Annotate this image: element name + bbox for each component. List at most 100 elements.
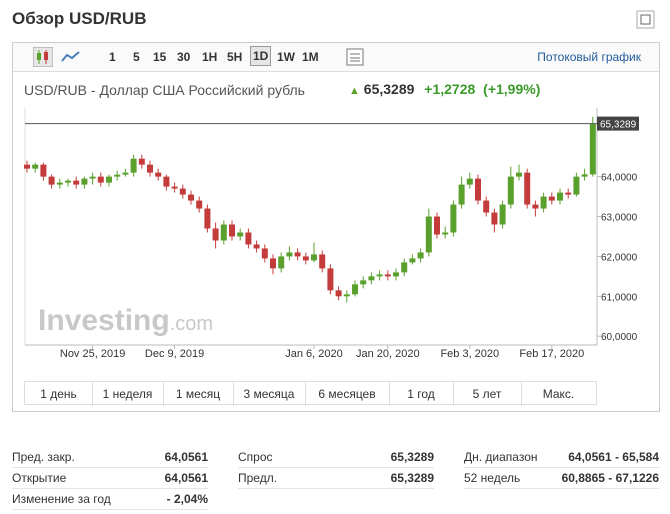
candle-body [466, 178, 473, 185]
x-tick-label: Jan 6, 2020 [285, 348, 343, 360]
candle-body [516, 172, 522, 177]
candle-body [237, 232, 244, 237]
candle-body [540, 196, 547, 209]
candle-body [335, 290, 342, 297]
stat-value: 65,3289 [390, 450, 434, 464]
period-button[interactable]: 1 неделя [92, 382, 164, 406]
interval-button[interactable]: 1D [250, 46, 272, 66]
candle-body [360, 280, 367, 285]
candle-body [393, 272, 399, 277]
candle-body [196, 200, 203, 209]
stat-separator [238, 467, 434, 468]
candle-body [89, 176, 96, 179]
interval-button[interactable]: 1W [277, 50, 295, 64]
candle-body [589, 123, 596, 175]
x-tick-label: Feb 3, 2020 [440, 348, 499, 360]
candle-body [532, 204, 539, 209]
candle-body [384, 274, 391, 277]
period-button[interactable]: 1 месяц [163, 382, 234, 406]
candle-body [343, 294, 350, 297]
stat-value: 64,0561 [164, 450, 208, 464]
candle-body [294, 252, 301, 257]
candle-body [56, 182, 63, 185]
candle-body [204, 208, 211, 229]
candle-body [491, 212, 498, 225]
candle-body [32, 164, 39, 169]
quote-change-percent: (+1,99%) [483, 81, 541, 97]
stat-label: Пред. закр. [12, 450, 75, 464]
interval-button[interactable]: 30 [177, 50, 191, 64]
stat-value: 65,3289 [390, 471, 434, 485]
interval-button[interactable]: 5 [133, 50, 140, 64]
candle-body [442, 232, 449, 235]
candle-body [81, 178, 88, 185]
stat-separator [12, 467, 208, 468]
stat-value: 64,0561 [164, 471, 208, 485]
candle-body [245, 232, 252, 245]
candle-body [319, 254, 326, 269]
y-tick-label: 60,0000 [601, 332, 638, 343]
candle-body [483, 200, 490, 213]
period-button[interactable]: 3 месяца [233, 382, 306, 406]
candle-body [147, 164, 153, 173]
page-title: Обзор USD/RUB [12, 9, 147, 28]
candle-body [352, 284, 358, 295]
y-tick-label: 63,0000 [601, 213, 638, 224]
quote-price: 65,3289 [363, 81, 415, 97]
stat-label: Предл. [238, 471, 278, 485]
stat-label: Изменение за год [12, 492, 111, 506]
candle-body [524, 172, 531, 205]
candle-body [220, 224, 227, 241]
interval-button[interactable]: 1H [202, 50, 218, 64]
candle-body [557, 192, 563, 201]
candle-body [302, 256, 309, 261]
period-button[interactable]: 6 месяцев [305, 382, 390, 406]
candle-body [97, 176, 104, 183]
candle-body [122, 172, 129, 175]
candle-body [65, 180, 71, 183]
stat-separator [464, 467, 659, 468]
x-tick-label: Jan 20, 2020 [356, 348, 420, 360]
candle-body [138, 158, 145, 165]
interval-button[interactable]: 5H [227, 50, 243, 64]
x-tick-label: Nov 25, 2019 [60, 348, 125, 360]
last-price-box [597, 116, 639, 131]
candle-body [499, 204, 506, 225]
streaming-link[interactable]: Потоковый график [537, 50, 641, 64]
stat-label: 52 недель [464, 471, 521, 485]
candle-body [434, 216, 440, 235]
candle-body [425, 216, 432, 253]
candle-body [48, 176, 55, 185]
y-tick-label: 61,0000 [601, 292, 638, 303]
candle-body [253, 244, 260, 249]
stat-value: 64,0561 - 65,584 [568, 450, 659, 464]
period-bar: 1 день 1 неделя 1 месяц 3 месяца 6 месяцев 1 … [24, 381, 597, 406]
last-price-label: 65,3289 [600, 120, 637, 131]
settings-icon[interactable] [346, 48, 364, 66]
candle-icon[interactable] [33, 47, 53, 67]
chart: Investing.com 60,0000 61,0000 62,0000 63,00… [24, 108, 639, 360]
candle-body [565, 192, 572, 195]
y-tick-label: 62,0000 [601, 252, 638, 263]
period-button[interactable]: Макс. [542, 387, 575, 401]
candle-body [229, 224, 235, 237]
interval-button[interactable]: 1M [302, 50, 319, 64]
period-button[interactable]: 1 день [25, 382, 93, 406]
period-button[interactable]: 5 лет [453, 382, 522, 406]
stat-separator [12, 488, 208, 489]
candle-body [458, 184, 465, 205]
stat-label: Открытие [12, 471, 67, 485]
period-button[interactable]: 1 год [389, 382, 454, 406]
interval-button[interactable]: 15 [153, 50, 167, 64]
line-icon[interactable] [61, 49, 81, 65]
candle-body [417, 252, 424, 259]
stat-label: Дн. диапазон [464, 450, 538, 464]
interval-button[interactable]: 1 [109, 50, 116, 64]
candle-body [163, 176, 170, 187]
stat-separator [12, 509, 208, 510]
candle-body [73, 180, 80, 185]
print-icon[interactable] [636, 10, 656, 30]
candle-body [507, 176, 514, 205]
candle-body [261, 248, 268, 259]
quote-values: ▲ 65,3289 +1,2728 (+1,99%) [349, 81, 540, 97]
